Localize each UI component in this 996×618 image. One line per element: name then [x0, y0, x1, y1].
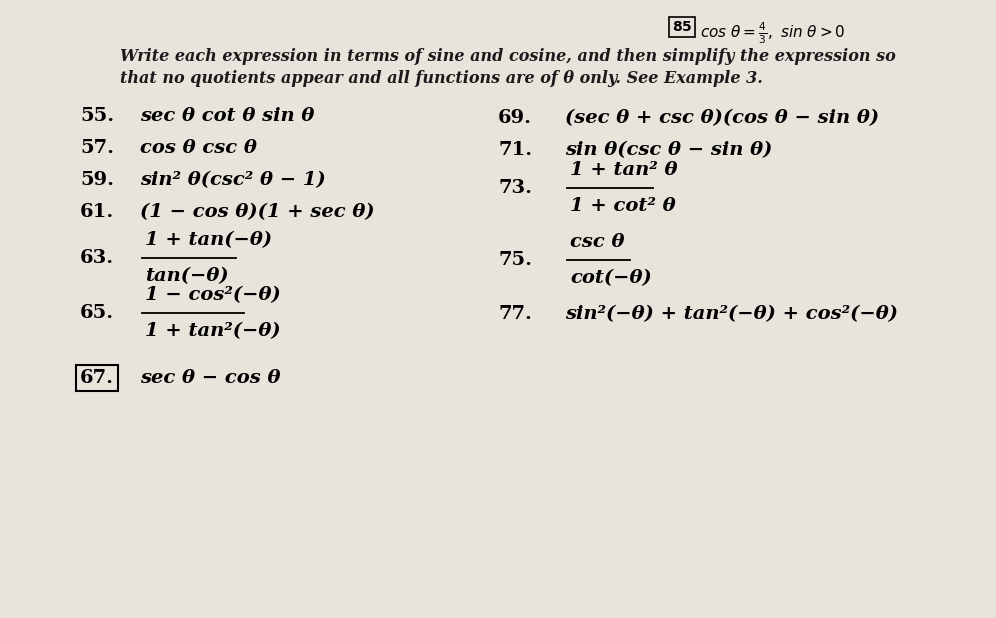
Text: sin θ(csc θ − sin θ): sin θ(csc θ − sin θ): [565, 141, 772, 159]
Text: tan(−θ): tan(−θ): [145, 267, 229, 285]
Text: (1 − cos θ)(1 + sec θ): (1 − cos θ)(1 + sec θ): [140, 203, 374, 221]
Text: sin² θ(csc² θ − 1): sin² θ(csc² θ − 1): [140, 171, 326, 189]
Text: 1 + cot² θ: 1 + cot² θ: [570, 197, 675, 215]
Text: (sec θ + csc θ)(cos θ − sin θ): (sec θ + csc θ)(cos θ − sin θ): [565, 109, 879, 127]
Text: 61.: 61.: [80, 203, 115, 221]
Text: 67.: 67.: [80, 369, 114, 387]
Text: 65.: 65.: [80, 304, 115, 322]
Text: 59.: 59.: [80, 171, 114, 189]
Text: 57.: 57.: [80, 139, 114, 157]
Text: $cos\ \theta = \frac{4}{3},\ sin\ \theta > 0$: $cos\ \theta = \frac{4}{3},\ sin\ \theta…: [700, 20, 846, 46]
Text: cos θ csc θ: cos θ csc θ: [140, 139, 257, 157]
Text: 1 + tan²(−θ): 1 + tan²(−θ): [145, 322, 281, 340]
Text: 69.: 69.: [498, 109, 532, 127]
Text: sec θ cot θ sin θ: sec θ cot θ sin θ: [140, 107, 315, 125]
Text: 71.: 71.: [498, 141, 532, 159]
Text: cot(−θ): cot(−θ): [570, 269, 651, 287]
Text: 1 − cos²(−θ): 1 − cos²(−θ): [145, 286, 281, 304]
Text: 1 + tan² θ: 1 + tan² θ: [570, 161, 677, 179]
Text: $\bf{85}$: $\bf{85}$: [672, 20, 692, 34]
Text: 77.: 77.: [498, 305, 532, 323]
Text: sec θ − cos θ: sec θ − cos θ: [140, 369, 281, 387]
Text: 55.: 55.: [80, 107, 115, 125]
Text: 73.: 73.: [498, 179, 532, 197]
Text: 1 + tan(−θ): 1 + tan(−θ): [145, 231, 272, 249]
Text: Write each expression in terms of sine and cosine, and then simplify the express: Write each expression in terms of sine a…: [120, 48, 895, 65]
Text: 63.: 63.: [80, 249, 115, 267]
Text: sin²(−θ) + tan²(−θ) + cos²(−θ): sin²(−θ) + tan²(−θ) + cos²(−θ): [565, 305, 898, 323]
Text: that no quotients appear and all functions are of θ only. See Example 3.: that no quotients appear and all functio…: [120, 70, 763, 87]
Text: 75.: 75.: [498, 251, 532, 269]
Text: csc θ: csc θ: [570, 233, 624, 251]
